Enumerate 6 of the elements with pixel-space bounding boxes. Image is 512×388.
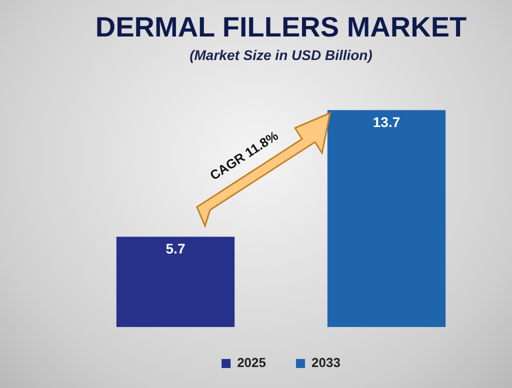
chart-title: DERMAL FILLERS MARKET <box>95 12 467 43</box>
chart-subtitle: (Market Size in USD Billion) <box>190 46 373 63</box>
legend-label: 2033 <box>312 355 340 370</box>
data-label: 5.7 <box>166 240 186 257</box>
legend-label: 2025 <box>237 355 266 370</box>
data-label: 13.7 <box>372 114 400 130</box>
